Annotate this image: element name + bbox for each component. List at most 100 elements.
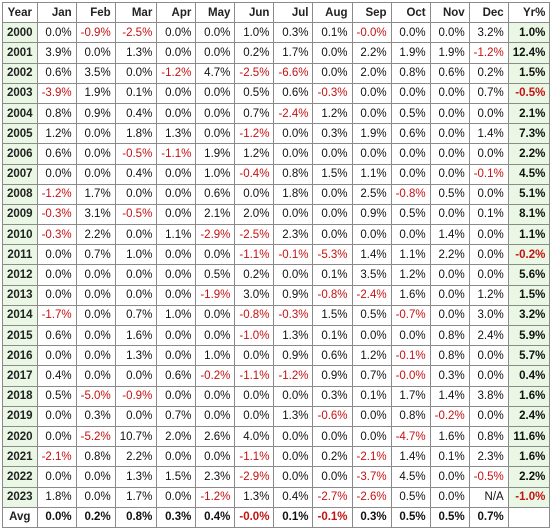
month-return-cell: 0.6% xyxy=(36,62,77,84)
month-return-cell: -2.5% xyxy=(234,224,275,246)
month-return-cell: 0.0% xyxy=(312,183,353,205)
column-header-jan: Jan xyxy=(36,1,77,24)
month-return-cell: 1.5% xyxy=(312,163,353,185)
year-cell: 2008 xyxy=(2,183,38,205)
yearly-return-cell: -1.0% xyxy=(507,486,551,508)
average-yearly-cell xyxy=(507,506,551,528)
month-return-cell: 1.3% xyxy=(114,466,158,488)
month-return-cell: 0.0% xyxy=(273,264,314,286)
month-return-cell: 1.4% xyxy=(429,385,470,407)
yearly-return-cell: 8.1% xyxy=(507,203,551,226)
month-return-cell: 0.0% xyxy=(429,466,470,488)
month-return-cell: 1.0% xyxy=(114,244,158,266)
month-return-cell: 0.8% xyxy=(390,405,431,427)
month-return-cell: 1.1% xyxy=(156,224,197,246)
month-return-cell: 0.2% xyxy=(234,42,275,64)
month-return-cell: 0.0% xyxy=(75,42,116,64)
month-return-cell: 1.8% xyxy=(114,123,158,145)
average-month-cell: 0.3% xyxy=(351,506,392,528)
table-row: 2023 1.8% 0.0% 1.7% 0.0% -1.2% 1.3% 0.4% -2.7% -2… xyxy=(2,486,551,508)
month-return-cell: 0.0% xyxy=(390,224,431,246)
month-return-cell: -1.2% xyxy=(234,123,275,145)
month-return-cell: 0.0% xyxy=(36,284,77,306)
month-return-cell: 0.0% xyxy=(75,143,116,165)
year-cell: 2005 xyxy=(2,123,38,145)
month-return-cell: -0.3% xyxy=(273,304,314,327)
month-return-cell: 0.0% xyxy=(195,446,236,468)
month-return-cell: 0.0% xyxy=(75,466,116,488)
year-cell: 2010 xyxy=(2,224,38,246)
month-return-cell: 3.0% xyxy=(468,304,509,327)
yearly-return-cell: 12.4% xyxy=(507,42,551,64)
month-return-cell: 1.7% xyxy=(390,385,431,407)
month-return-cell: 0.0% xyxy=(75,264,116,286)
table-header: Year Jan Feb Mar Apr May Jun Jul Aug Sep Oct Nov Dec… xyxy=(2,1,551,24)
month-return-cell: 0.9% xyxy=(312,365,353,387)
month-return-cell: 1.6% xyxy=(390,284,431,306)
month-return-cell: 1.3% xyxy=(114,345,158,367)
month-return-cell: 0.0% xyxy=(156,22,197,44)
month-return-cell: 1.0% xyxy=(234,22,275,44)
month-return-cell: 0.0% xyxy=(429,102,470,125)
yearly-return-cell: 1.0% xyxy=(507,22,551,44)
month-return-cell: 0.0% xyxy=(312,203,353,226)
month-return-cell: -0.1% xyxy=(468,163,509,185)
month-return-cell: 0.0% xyxy=(36,264,77,286)
table-row: 2015 0.6% 0.0% 1.6% 0.0% 0.0% -1.0% 1.3% 0.1% 0.0… xyxy=(2,324,551,347)
month-return-cell: 0.0% xyxy=(468,345,509,367)
month-return-cell: 2.0% xyxy=(351,62,392,84)
month-return-cell: -2.4% xyxy=(273,102,314,125)
month-return-cell: 0.0% xyxy=(195,22,236,44)
year-cell: 2017 xyxy=(2,365,38,387)
month-return-cell: 0.0% xyxy=(234,345,275,367)
month-return-cell: -0.5% xyxy=(114,203,158,226)
month-return-cell: 1.3% xyxy=(156,123,197,145)
month-return-cell: 0.0% xyxy=(273,385,314,407)
month-return-cell: 0.0% xyxy=(114,264,158,286)
month-return-cell: 0.8% xyxy=(273,163,314,185)
month-return-cell: 3.8% xyxy=(468,385,509,407)
month-return-cell: 0.1% xyxy=(312,324,353,347)
month-return-cell: 0.0% xyxy=(156,264,197,286)
column-header-apr: Apr xyxy=(156,1,197,24)
month-return-cell: 0.1% xyxy=(114,82,158,104)
month-return-cell: 0.0% xyxy=(429,143,470,165)
month-return-cell: 0.0% xyxy=(195,405,236,427)
column-header-aug: Aug xyxy=(312,1,353,24)
month-return-cell: 0.5% xyxy=(195,264,236,286)
table-row: 2014 -1.7% 0.0% 0.7% 1.0% 0.0% -0.8% -0.3% 1.5% 0… xyxy=(2,304,551,327)
monthly-returns-table-container: Year Jan Feb Mar Apr May Jun Jul Aug Sep Oct Nov Dec… xyxy=(2,1,551,528)
month-return-cell: 0.5% xyxy=(429,183,470,205)
month-return-cell: 0.0% xyxy=(114,365,158,387)
month-return-cell: 0.0% xyxy=(429,264,470,286)
month-return-cell: 0.0% xyxy=(429,123,470,145)
month-return-cell: 0.6% xyxy=(36,324,77,347)
month-return-cell: 0.5% xyxy=(390,486,431,508)
month-return-cell: 0.0% xyxy=(36,466,77,488)
month-return-cell: -0.2% xyxy=(195,365,236,387)
table-row: 2021 -2.1% 0.8% 2.2% 0.0% 0.0% -1.1% 0.0% 0.2% -2… xyxy=(2,446,551,468)
month-return-cell: 0.8% xyxy=(429,324,470,347)
month-return-cell: -0.8% xyxy=(312,284,353,306)
month-return-cell: 0.0% xyxy=(468,183,509,205)
year-cell: 2014 xyxy=(2,304,38,327)
table-row: 2004 0.8% 0.9% 0.4% 0.0% 0.0% 0.7% -2.4% 1.2% 0.0… xyxy=(2,102,551,125)
month-return-cell: 2.2% xyxy=(114,446,158,468)
month-return-cell: 1.9% xyxy=(390,42,431,64)
month-return-cell: -1.1% xyxy=(234,446,275,468)
month-return-cell: 0.1% xyxy=(312,22,353,44)
month-return-cell: 0.0% xyxy=(273,143,314,165)
table-row: 2012 0.0% 0.0% 0.0% 0.0% 0.5% 0.2% 0.0% 0.1% 3.5%… xyxy=(2,264,551,286)
year-cell: 2021 xyxy=(2,446,38,468)
month-return-cell: 0.0% xyxy=(273,203,314,226)
yearly-return-cell: 5.6% xyxy=(507,264,551,286)
year-cell: 2023 xyxy=(2,486,38,508)
month-return-cell: 0.6% xyxy=(312,345,353,367)
month-return-cell: 0.0% xyxy=(195,123,236,145)
table-row: 2017 0.4% 0.0% 0.0% 0.6% -0.2% -1.1% -1.2% 0.9% 0… xyxy=(2,365,551,387)
month-return-cell: 4.5% xyxy=(390,466,431,488)
average-label: Avg xyxy=(2,506,38,528)
month-return-cell: -0.8% xyxy=(234,304,275,327)
yearly-return-cell: 11.6% xyxy=(507,425,551,448)
month-return-cell: 0.0% xyxy=(429,284,470,306)
